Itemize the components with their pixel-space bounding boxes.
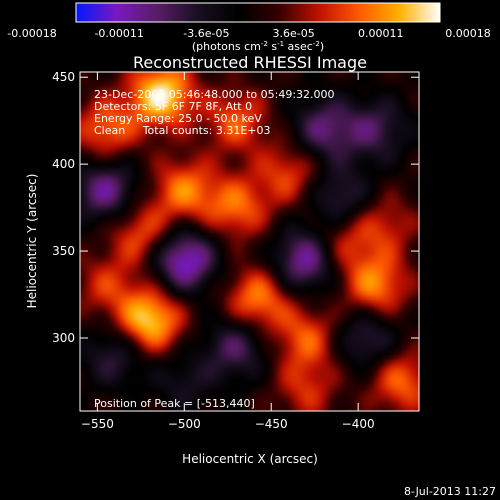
y-tick-label: 300 (52, 331, 75, 345)
timestamp: 8-Jul-2013 11:27 (404, 485, 496, 498)
colorbar-tick-label: -3.6e-05 (183, 27, 229, 40)
x-tick-label: −550 (81, 417, 114, 431)
colorbar-tick-label: 0.00018 (445, 27, 491, 40)
colorbar-unit-label: (photons cm-2 s-1 asec-2) (192, 40, 324, 53)
x-tick-label: −450 (255, 417, 288, 431)
plot-frame (79, 71, 420, 412)
annotation-time-range: 23-Dec-2003 05:46:48.000 to 05:49:32.000 (94, 88, 335, 101)
annotation-energy-range: Energy Range: 25.0 - 50.0 keV (94, 112, 262, 125)
x-tick-label: −400 (342, 417, 375, 431)
y-tick-label: 350 (52, 244, 75, 258)
heatmap-image (80, 72, 419, 411)
y-axis: 300 350 400 450 (52, 70, 419, 345)
x-axis: −550 −500 −450 −400 (81, 72, 375, 431)
y-tick-label: 450 (52, 70, 75, 84)
peak-position-label: Position of Peak = [-513,440] (94, 397, 255, 410)
chart-title: Reconstructed RHESSI Image (133, 53, 367, 72)
colorbar-tick-label: 3.6e-05 (272, 27, 314, 40)
heatmap (80, 72, 419, 411)
annotation-clean-counts: Clean Total counts: 3.31E+03 (94, 124, 271, 137)
colorbar-tick-label: -0.00011 (94, 27, 143, 40)
colorbar-tick-label: 0.00011 (358, 27, 404, 40)
colorbar: -0.00018 -0.00011 -3.6e-05 3.6e-05 0.00011 0.… (7, 2, 491, 53)
annotation-detectors: Detectors: 5F 6F 7F 8F, Att 0 (94, 100, 252, 113)
colorbar-gradient (75, 2, 441, 23)
x-axis-label: Heliocentric X (arcsec) (182, 452, 318, 466)
y-axis-label: Heliocentric Y (arcsec) (25, 174, 39, 309)
info-annotations: 23-Dec-2003 05:46:48.000 to 05:49:32.000… (94, 88, 335, 137)
y-tick-label: 400 (52, 157, 75, 171)
x-tick-label: −500 (168, 417, 201, 431)
colorbar-tick-label: -0.00018 (7, 27, 56, 40)
colorbar-ticks: -0.00018 -0.00011 -3.6e-05 3.6e-05 0.00011 0.… (7, 27, 490, 40)
